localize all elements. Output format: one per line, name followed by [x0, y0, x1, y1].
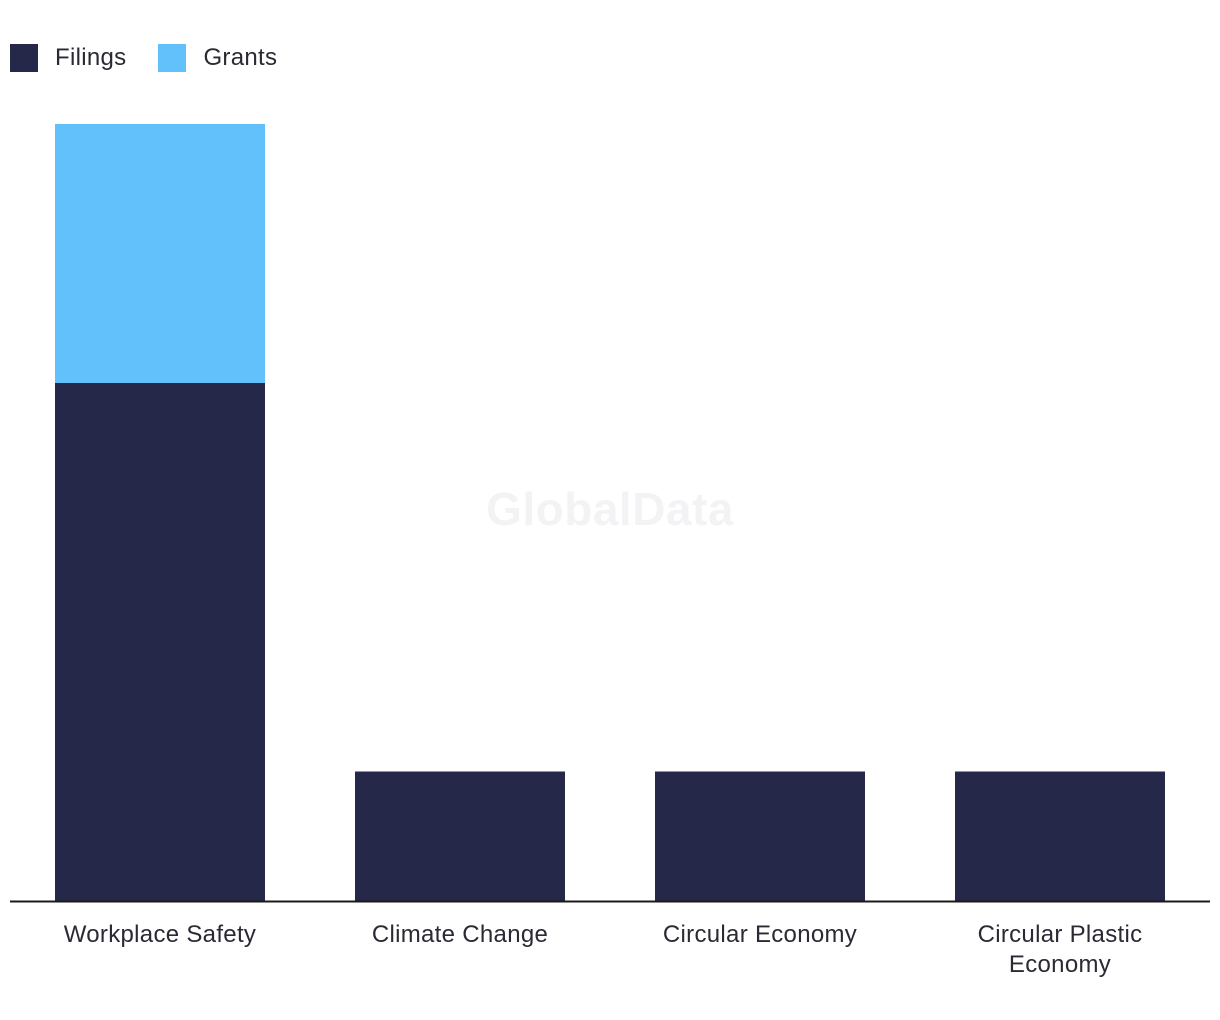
- legend-swatch-grants: [158, 44, 187, 72]
- bar-grants-workplace-safety: [55, 124, 265, 383]
- legend-item-grants: Grants: [158, 44, 277, 72]
- x-tick-label: Circular Economy: [663, 921, 857, 948]
- legend-swatch-filings: [10, 44, 38, 72]
- x-tick-label: Workplace Safety: [64, 921, 256, 948]
- bar-filings-climate-change: [355, 771, 565, 901]
- legend-item-filings: Filings: [10, 44, 126, 72]
- x-tick-label-line: Economy: [1009, 951, 1111, 978]
- bar-filings-workplace-safety: [55, 383, 265, 901]
- bar-filings-circular-economy: [655, 771, 865, 901]
- legend-label-filings: Filings: [55, 44, 127, 71]
- x-tick-label-line: Circular Plastic: [978, 921, 1143, 948]
- legend-label-grants: Grants: [203, 44, 278, 71]
- x-tick-label-line: Workplace Safety: [64, 921, 256, 948]
- x-tick-label-line: Climate Change: [372, 921, 548, 948]
- chart-legend: Filings Grants: [10, 42, 309, 74]
- x-tick-label: Circular Plastic Economy: [978, 921, 1143, 978]
- x-tick-label: Climate Change: [372, 921, 548, 948]
- x-tick-label-line: Circular Economy: [663, 921, 857, 948]
- bar-filings-circular-plastic-economy: [955, 771, 1165, 901]
